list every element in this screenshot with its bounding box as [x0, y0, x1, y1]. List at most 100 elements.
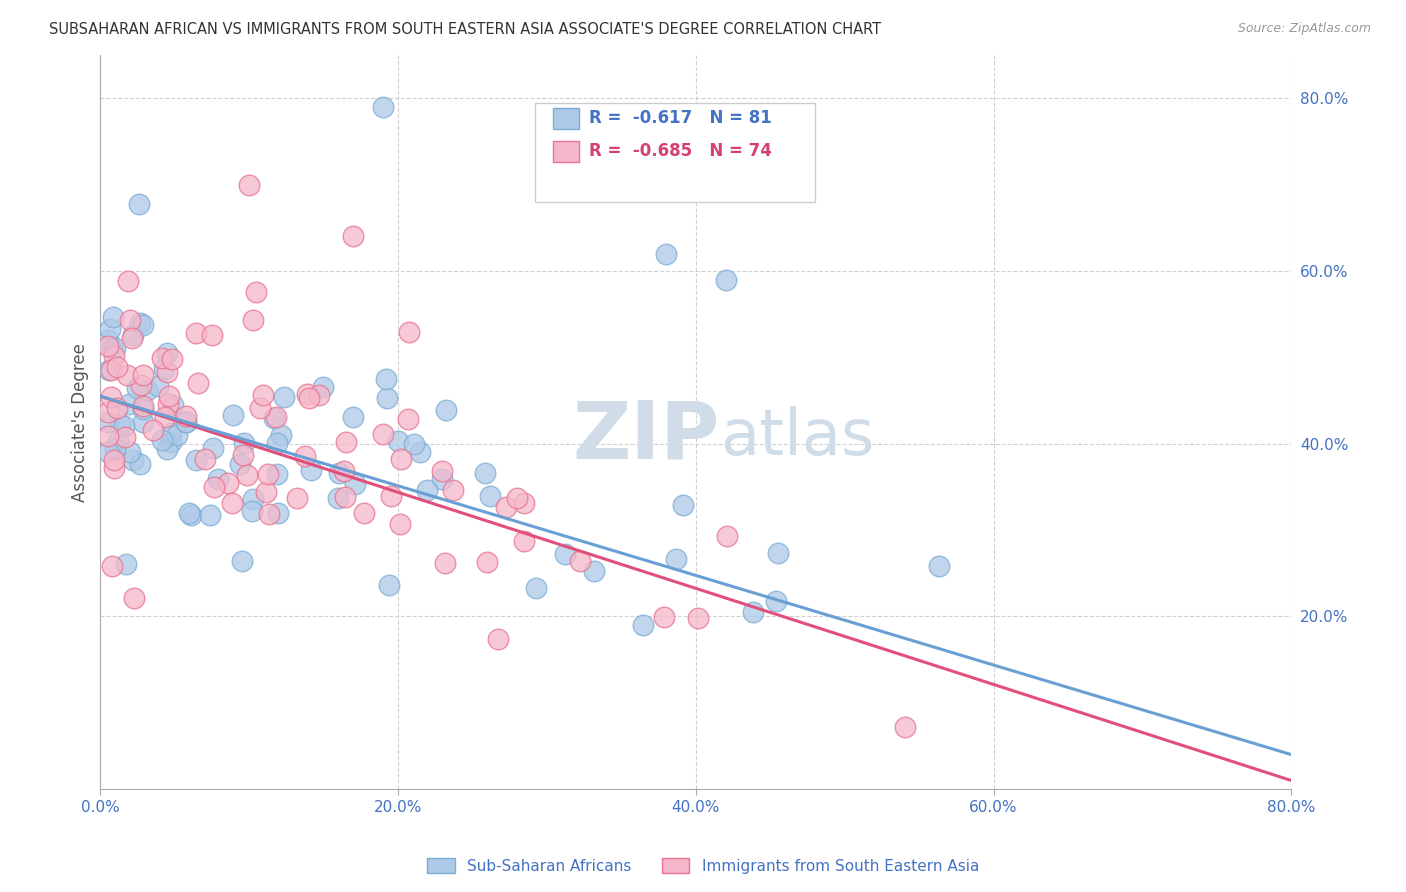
Point — [249, 401, 271, 415]
Point — [512, 534, 534, 549]
Point — [416, 483, 439, 498]
Point — [266, 436, 288, 450]
Point — [97, 333, 120, 347]
Point — [267, 506, 290, 520]
Point — [104, 341, 127, 355]
Point — [434, 403, 457, 417]
Point — [378, 577, 401, 591]
Point — [122, 591, 145, 605]
Point — [198, 508, 221, 522]
Point — [107, 434, 129, 449]
Point — [122, 453, 145, 467]
Point — [294, 449, 316, 463]
Point — [97, 404, 120, 418]
Point — [375, 391, 398, 405]
Point — [128, 457, 150, 471]
Point — [928, 558, 950, 573]
Point — [156, 397, 179, 411]
Point — [159, 425, 181, 440]
Point — [118, 445, 141, 459]
Point — [686, 611, 709, 625]
Point — [150, 351, 173, 366]
Point — [344, 476, 367, 491]
Point — [295, 387, 318, 401]
Point — [184, 326, 207, 340]
Point — [486, 632, 509, 646]
Point — [157, 388, 180, 402]
Point — [177, 506, 200, 520]
Point — [118, 397, 141, 411]
Point — [655, 246, 678, 260]
Bar — [553, 108, 579, 128]
Point — [409, 445, 432, 459]
Point — [631, 617, 654, 632]
Point — [582, 564, 605, 578]
Point — [120, 313, 142, 327]
Point — [273, 390, 295, 404]
Point — [97, 339, 120, 353]
Point — [156, 346, 179, 360]
Point — [342, 229, 364, 244]
Point — [114, 430, 136, 444]
Point — [326, 491, 349, 505]
Point — [174, 415, 197, 429]
Point — [232, 448, 254, 462]
Point — [121, 331, 143, 345]
Point — [402, 437, 425, 451]
Point — [524, 581, 547, 595]
Y-axis label: Associate's Degree: Associate's Degree — [72, 343, 89, 501]
Point — [162, 351, 184, 366]
Point — [478, 489, 501, 503]
Point — [162, 398, 184, 412]
Point — [194, 452, 217, 467]
Point — [396, 411, 419, 425]
Point — [374, 372, 396, 386]
Point — [153, 362, 176, 376]
Point — [285, 491, 308, 505]
Point — [312, 379, 335, 393]
Point — [132, 318, 155, 332]
Bar — [553, 141, 579, 161]
Point — [174, 416, 197, 430]
Point — [353, 507, 375, 521]
Point — [554, 547, 576, 561]
Point — [568, 554, 591, 568]
Point — [103, 349, 125, 363]
Point — [235, 467, 257, 482]
Point — [266, 467, 288, 482]
Point — [112, 418, 135, 433]
Point — [475, 555, 498, 569]
Point — [380, 489, 402, 503]
Text: R =  -0.617   N = 81: R = -0.617 N = 81 — [589, 109, 772, 128]
FancyBboxPatch shape — [536, 103, 815, 202]
Point — [122, 327, 145, 342]
Point — [335, 434, 357, 449]
Point — [298, 391, 321, 405]
Point — [263, 411, 285, 425]
Point — [187, 376, 209, 391]
Point — [342, 409, 364, 424]
Point — [257, 467, 280, 481]
Point — [150, 433, 173, 447]
Point — [398, 325, 420, 339]
Point — [513, 496, 536, 510]
Point — [105, 401, 128, 416]
Point — [332, 464, 354, 478]
Point — [672, 499, 695, 513]
Point — [335, 490, 357, 504]
Point — [114, 558, 136, 572]
Point — [373, 427, 395, 442]
Point — [125, 381, 148, 395]
Point — [257, 507, 280, 521]
Point — [221, 409, 243, 423]
Point — [128, 197, 150, 211]
Point — [135, 383, 157, 397]
Point — [308, 388, 330, 402]
Point — [765, 594, 787, 608]
Point — [441, 483, 464, 498]
Point — [373, 100, 395, 114]
Point — [129, 316, 152, 330]
Point — [103, 453, 125, 467]
Point — [97, 429, 120, 443]
Point — [148, 379, 170, 393]
